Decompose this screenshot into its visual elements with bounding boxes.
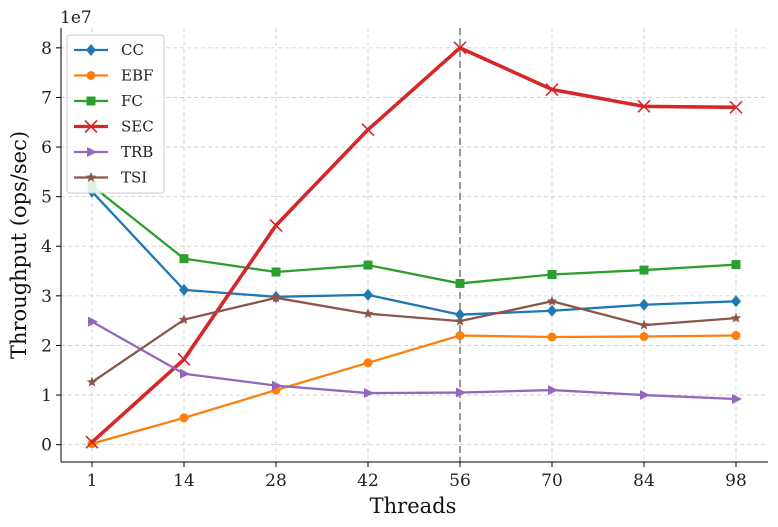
series-line-cc: [91, 190, 737, 316]
point-trb-marker: [180, 368, 190, 379]
series-ebf: [87, 331, 741, 449]
point-trb-marker: [548, 385, 558, 396]
y-tick-label: 4: [41, 237, 52, 257]
point-fc-marker: [363, 260, 373, 270]
legend-label-cc: CC: [121, 41, 144, 59]
point-trb-marker: [640, 390, 650, 401]
point-sec-marker: [177, 352, 191, 366]
y-tick-label: 7: [41, 88, 52, 108]
legend-cc-marker: [86, 44, 96, 56]
point-tsi-marker: [638, 319, 650, 330]
point-trb-marker: [456, 387, 466, 398]
point-fc-marker: [179, 254, 189, 264]
series-line-fc: [91, 184, 737, 285]
legend-label-ebf: EBF: [121, 67, 153, 85]
point-sec-marker: [361, 123, 375, 137]
point-sec-marker: [545, 82, 559, 97]
point-ebf-marker: [639, 332, 649, 342]
y-tick-label: 1: [41, 386, 52, 406]
legend-box: [66, 34, 165, 194]
series-sec: [85, 41, 743, 449]
y-tick-label: 3: [41, 287, 52, 307]
legend: CC EBF FC SEC TRB TSI: [66, 34, 165, 194]
point-cc-marker: [179, 283, 189, 296]
point-sec-marker: [453, 41, 467, 55]
point-sec-marker: [269, 218, 283, 232]
x-tick-label: 70: [541, 471, 563, 491]
point-tsi-marker: [270, 292, 282, 303]
x-tick-label: 42: [357, 471, 379, 491]
legend-ebf-marker: [86, 71, 96, 80]
legend-label-trb: TRB: [121, 143, 153, 161]
point-tsi-marker: [546, 295, 558, 306]
point-ebf-marker: [179, 413, 189, 423]
series: [85, 41, 743, 449]
legend-label-sec: SEC: [121, 118, 154, 136]
point-fc-marker: [547, 270, 557, 280]
point-cc-marker: [731, 295, 741, 308]
point-cc-marker: [363, 288, 373, 301]
legend-trb-marker: [87, 147, 97, 157]
legend-item-tsi: TSI: [74, 169, 147, 187]
series-line-tsi: [91, 296, 737, 384]
x-tick-label: 84: [633, 471, 655, 491]
point-tsi-marker: [730, 312, 742, 323]
point-tsi-marker: [362, 308, 374, 319]
point-trb-marker: [272, 380, 282, 391]
series-trb: [88, 316, 742, 405]
series-fc: [87, 181, 741, 288]
x-tick-label: 98: [725, 471, 747, 491]
point-ebf-marker: [363, 358, 373, 368]
point-sec-marker: [729, 100, 743, 114]
point-cc-marker: [547, 304, 557, 317]
point-sec-marker: [85, 435, 99, 449]
series-cc: [87, 185, 741, 321]
x-tick-label: 56: [449, 471, 471, 491]
x-tick-label: 28: [265, 471, 287, 491]
point-fc-marker: [455, 278, 465, 288]
legend-item-fc: FC: [74, 92, 143, 110]
y-axis-title: Throughput (ops/sec): [7, 131, 31, 359]
legend-item-trb: TRB: [74, 143, 153, 161]
x-axis-title: Threads: [370, 494, 457, 518]
y-tick-label: 2: [41, 336, 52, 356]
y-tick-label: 5: [41, 188, 52, 208]
legend-item-cc: CC: [74, 41, 144, 59]
series-line-sec: [90, 46, 737, 444]
point-fc-marker: [271, 267, 281, 277]
legend-item-ebf: EBF: [74, 67, 153, 85]
y-tick-label: 8: [41, 39, 52, 59]
legend-label-fc: FC: [121, 92, 143, 110]
x-tick-label: 14: [173, 471, 195, 491]
point-fc-marker: [731, 260, 741, 270]
legend-item-sec: SEC: [74, 118, 154, 136]
point-sec-marker: [637, 99, 651, 113]
series-line-trb: [91, 320, 737, 401]
legend-label-tsi: TSI: [121, 169, 147, 187]
legend-sec-marker: [84, 119, 98, 134]
series-line-ebf: [91, 334, 737, 445]
legend-tsi-marker: [85, 172, 97, 182]
point-trb-marker: [88, 316, 98, 327]
point-trb-marker: [732, 394, 742, 405]
y-tick-label: 0: [41, 436, 52, 456]
point-tsi-marker: [86, 376, 98, 387]
point-tsi-marker: [454, 315, 466, 326]
point-ebf-marker: [547, 332, 557, 342]
point-ebf-marker: [455, 331, 465, 341]
point-ebf-marker: [731, 331, 741, 341]
axes: [60, 28, 768, 463]
point-cc-marker: [639, 298, 649, 311]
x-tick-label: 1: [87, 471, 98, 491]
point-fc-marker: [639, 265, 649, 275]
y-scale-label: 1e7: [60, 8, 92, 28]
series-tsi: [86, 292, 742, 387]
point-tsi-marker: [178, 314, 190, 325]
point-trb-marker: [364, 388, 374, 399]
y-tick-label: 6: [41, 138, 52, 158]
legend-fc-marker: [86, 96, 96, 106]
point-cc-marker: [455, 308, 465, 321]
